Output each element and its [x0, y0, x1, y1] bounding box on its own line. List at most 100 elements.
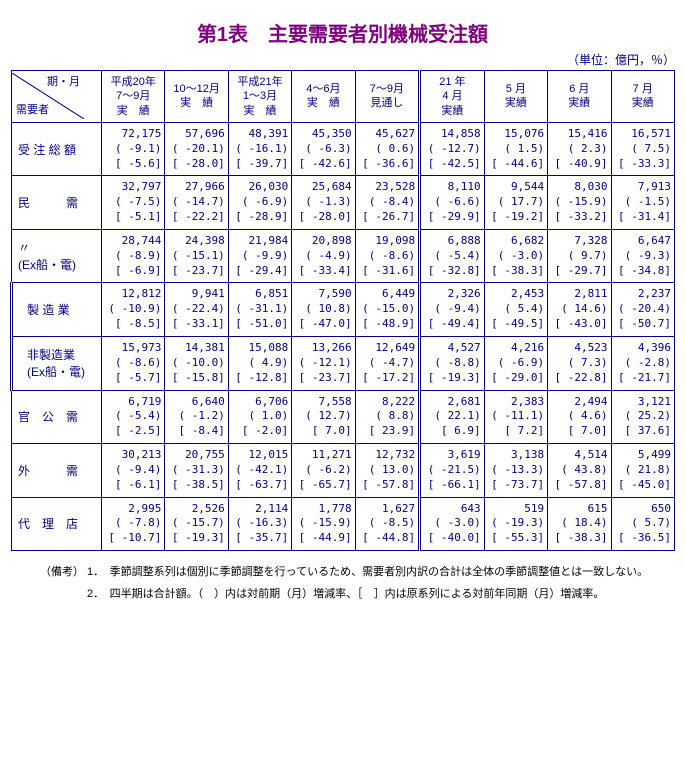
data-cell: 45,627( 0.6)[ -36.6]: [355, 122, 420, 176]
data-cell: 7,328( 9.7)[ -29.7]: [548, 229, 611, 283]
data-cell: 650( 5.7)[ -36.5]: [611, 497, 675, 551]
note-1: （備考） 1． 季節調整系列は個別に季節調整を行っているため、需要者別内訳の合計…: [40, 561, 675, 583]
data-cell: 57,696( -20.1)[ -28.0]: [165, 122, 228, 176]
data-cell: 2,526( -15.7)[ -19.3]: [165, 497, 228, 551]
data-cell: 19,098( -8.6)[ -31.6]: [355, 229, 420, 283]
data-cell: 6,647( -9.3)[ -34.8]: [611, 229, 675, 283]
data-cell: 3,619( -21.5)[ -66.1]: [420, 444, 485, 498]
unit-label: （単位：億円，％）: [10, 51, 675, 68]
data-cell: 643( -3.0)[ -40.0]: [420, 497, 485, 551]
data-cell: 4,527( -8.8)[ -19.3]: [420, 337, 485, 391]
data-cell: 15,088( 4.9)[ -12.8]: [228, 337, 291, 391]
col-header: 平成20年7～9月実 績: [102, 71, 165, 123]
data-cell: 3,138( -13.3)[ -73.7]: [484, 444, 547, 498]
col-header: 平成21年1～3月実 績: [228, 71, 291, 123]
data-cell: 7,913( -1.5)[ -31.4]: [611, 176, 675, 230]
table-title: 第1表 主要需要者別機械受注額: [10, 18, 675, 47]
table-row: 非製造業(Ex船・電)15,973( -8.6)[ -5.7]14,381( -…: [12, 337, 675, 391]
notes: （備考） 1． 季節調整系列は個別に季節調整を行っているため、需要者別内訳の合計…: [10, 561, 675, 605]
col-header: 10～12月実 績: [165, 71, 228, 123]
data-cell: 14,858( -12.7)[ -42.5]: [420, 122, 485, 176]
data-cell: 12,732( 13.0)[ -57.8]: [355, 444, 420, 498]
table-row: 官 公 需6,719( -5.4)[ -2.5]6,640( -1.2)[ -8…: [12, 390, 675, 444]
data-cell: 2,453( 5.4)[ -49.5]: [484, 283, 547, 337]
data-cell: 24,398( -15.1)[ -23.7]: [165, 229, 228, 283]
data-cell: 2,114( -16.3)[ -35.7]: [228, 497, 291, 551]
note-2: 2． 四半期は合計額。（ ）内は対前期（月）増減率、［ ］内は原系列による対前年…: [40, 583, 675, 605]
data-cell: 8,110( -6.6)[ -29.9]: [420, 176, 485, 230]
data-cell: 2,326( -9.4)[ -49.4]: [420, 283, 485, 337]
data-cell: 27,966( -14.7)[ -22.2]: [165, 176, 228, 230]
data-cell: 2,383( -11.1)[ 7.2]: [484, 390, 547, 444]
corner-top: 期・月: [47, 75, 80, 89]
data-cell: 519( -19.3)[ -55.3]: [484, 497, 547, 551]
table-row: 〃(Ex船・電)28,744( -8.9)[ -6.9]24,398( -15.…: [12, 229, 675, 283]
row-label: 民 需: [12, 176, 102, 230]
data-cell: 11,271( -6.2)[ -65.7]: [292, 444, 355, 498]
data-cell: 16,571( 7.5)[ -33.3]: [611, 122, 675, 176]
col-header: 5 月実績: [484, 71, 547, 123]
data-cell: 30,213( -9.4)[ -6.1]: [102, 444, 165, 498]
row-label: 受 注 総 額: [12, 122, 102, 176]
table-row: 製 造 業12,812( -10.9)[ -8.5]9,941( -22.4)[…: [12, 283, 675, 337]
data-cell: 13,266( -12.1)[ -23.7]: [292, 337, 355, 391]
data-cell: 6,682( -3.0)[ -38.3]: [484, 229, 547, 283]
corner-bottom: 需要者: [16, 103, 49, 117]
data-table: 期・月 需要者 平成20年7～9月実 績10～12月実 績平成21年1～3月実 …: [10, 70, 675, 551]
table-row: 民 需32,797( -7.5)[ -5.1]27,966( -14.7)[ -…: [12, 176, 675, 230]
row-label: 製 造 業: [12, 283, 102, 337]
data-cell: 9,544( 17.7)[ -19.2]: [484, 176, 547, 230]
data-cell: 7,558( 12.7)[ 7.0]: [292, 390, 355, 444]
table-row: 代 理 店2,995( -7.8)[ -10.7]2,526( -15.7)[ …: [12, 497, 675, 551]
data-cell: 7,590( 10.8)[ -47.0]: [292, 283, 355, 337]
data-cell: 15,973( -8.6)[ -5.7]: [102, 337, 165, 391]
col-header: 7 月実績: [611, 71, 675, 123]
data-cell: 4,514( 43.8)[ -57.8]: [548, 444, 611, 498]
data-cell: 45,350( -6.3)[ -42.6]: [292, 122, 355, 176]
data-cell: 26,030( -6.9)[ -28.9]: [228, 176, 291, 230]
data-cell: 5,499( 21.8)[ -45.0]: [611, 444, 675, 498]
header-row: 期・月 需要者 平成20年7～9月実 績10～12月実 績平成21年1～3月実 …: [12, 71, 675, 123]
data-cell: 3,121( 25.2)[ 37.6]: [611, 390, 675, 444]
data-cell: 15,076( 1.5)[ -44.6]: [484, 122, 547, 176]
data-cell: 14,381( -10.0)[ -15.8]: [165, 337, 228, 391]
data-cell: 1,627( -8.5)[ -44.8]: [355, 497, 420, 551]
data-cell: 2,237( -20.4)[ -50.7]: [611, 283, 675, 337]
data-cell: 28,744( -8.9)[ -6.9]: [102, 229, 165, 283]
data-cell: 6,888( -5.4)[ -32.8]: [420, 229, 485, 283]
data-cell: 12,649( -4.7)[ -17.2]: [355, 337, 420, 391]
data-cell: 4,523( 7.3)[ -22.8]: [548, 337, 611, 391]
data-cell: 6,449( -15.0)[ -48.9]: [355, 283, 420, 337]
row-label: 非製造業(Ex船・電): [12, 337, 102, 391]
row-label: 官 公 需: [12, 390, 102, 444]
data-cell: 12,812( -10.9)[ -8.5]: [102, 283, 165, 337]
data-cell: 12,015( -42.1)[ -63.7]: [228, 444, 291, 498]
data-cell: 8,222( 8.8)[ 23.9]: [355, 390, 420, 444]
table-body: 受 注 総 額72,175( -9.1)[ -5.6]57,696( -20.1…: [12, 122, 675, 550]
data-cell: 25,684( -1.3)[ -28.0]: [292, 176, 355, 230]
data-cell: 6,640( -1.2)[ -8.4]: [165, 390, 228, 444]
row-label: 外 需: [12, 444, 102, 498]
data-cell: 6,706( 1.0)[ -2.0]: [228, 390, 291, 444]
col-header: 21 年4 月実績: [420, 71, 485, 123]
data-cell: 21,984( -9.9)[ -29.4]: [228, 229, 291, 283]
data-cell: 4,396( -2.8)[ -21.7]: [611, 337, 675, 391]
data-cell: 615( 18.4)[ -38.3]: [548, 497, 611, 551]
data-cell: 20,755( -31.3)[ -38.5]: [165, 444, 228, 498]
data-cell: 2,681( 22.1)[ 6.9]: [420, 390, 485, 444]
data-cell: 6,851( -31.1)[ -51.0]: [228, 283, 291, 337]
data-cell: 6,719( -5.4)[ -2.5]: [102, 390, 165, 444]
col-header: 4～6月実 績: [292, 71, 355, 123]
data-cell: 23,528( -8.4)[ -26.7]: [355, 176, 420, 230]
data-cell: 48,391( -16.1)[ -39.7]: [228, 122, 291, 176]
data-cell: 32,797( -7.5)[ -5.1]: [102, 176, 165, 230]
row-label: 〃(Ex船・電): [12, 229, 102, 283]
data-cell: 2,995( -7.8)[ -10.7]: [102, 497, 165, 551]
data-cell: 20,898( -4.9)[ -33.4]: [292, 229, 355, 283]
data-cell: 72,175( -9.1)[ -5.6]: [102, 122, 165, 176]
data-cell: 15,416( 2.3)[ -40.9]: [548, 122, 611, 176]
corner-cell: 期・月 需要者: [12, 71, 102, 123]
data-cell: 8,030( -15.9)[ -33.2]: [548, 176, 611, 230]
row-label: 代 理 店: [12, 497, 102, 551]
table-row: 受 注 総 額72,175( -9.1)[ -5.6]57,696( -20.1…: [12, 122, 675, 176]
